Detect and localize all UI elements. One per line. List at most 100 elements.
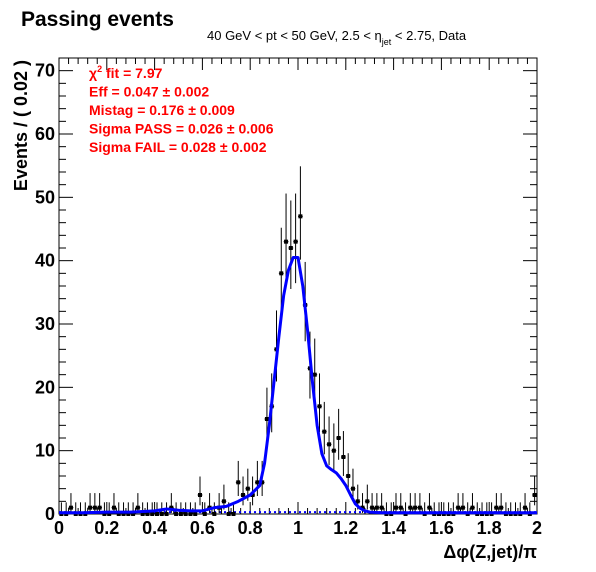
- data-marker: [111, 505, 116, 510]
- data-marker: [135, 505, 140, 510]
- data-point: [235, 460, 241, 497]
- x-tick-label: 0.4: [142, 518, 167, 538]
- data-marker: [221, 499, 226, 504]
- data-marker: [150, 512, 155, 516]
- data-marker: [145, 512, 150, 516]
- data-marker: [370, 505, 375, 510]
- data-marker: [460, 505, 465, 510]
- data-marker: [116, 512, 121, 516]
- data-point: [130, 502, 136, 516]
- data-marker: [408, 505, 413, 510]
- data-point: [364, 484, 370, 510]
- data-marker: [245, 486, 250, 491]
- data-point: [460, 493, 466, 513]
- data-marker: [417, 505, 422, 510]
- data-marker: [255, 480, 260, 485]
- data-marker: [336, 436, 341, 440]
- data-marker: [322, 429, 327, 434]
- data-point: [121, 502, 126, 516]
- x-tick-label: 0: [54, 518, 64, 538]
- data-marker: [312, 372, 317, 377]
- data-point: [173, 502, 179, 516]
- data-marker: [327, 442, 332, 447]
- data-marker: [341, 455, 346, 459]
- data-marker: [427, 505, 432, 510]
- data-marker: [88, 505, 93, 510]
- y-tick-label: 30: [35, 314, 55, 334]
- data-marker: [202, 512, 207, 516]
- data-marker: [154, 512, 159, 516]
- data-point: [417, 493, 423, 513]
- data-marker: [264, 417, 269, 421]
- data-marker: [188, 512, 193, 516]
- x-tick-label: 1.4: [381, 518, 406, 538]
- data-marker: [379, 505, 384, 510]
- data-point: [470, 493, 475, 513]
- data-point: [102, 502, 107, 516]
- data-marker: [499, 505, 504, 510]
- data-marker: [298, 214, 303, 219]
- data-point: [350, 468, 356, 501]
- y-axis-label: Events / ( 0.02 ): [11, 60, 31, 191]
- data-point: [159, 502, 165, 516]
- data-point: [379, 493, 385, 513]
- axes: 0 0.2 0.4 0.6 0.8 1 1.2 1.4 1.6 1.8 20102030405060…: [35, 57, 542, 538]
- data-marker: [523, 505, 528, 510]
- data-marker: [178, 512, 183, 516]
- data-point: [326, 416, 332, 466]
- x-tick-label: 0.2: [94, 518, 119, 538]
- data-point: [407, 493, 413, 513]
- data-marker: [226, 512, 231, 516]
- y-tick-label: 50: [35, 187, 55, 207]
- data-point: [278, 227, 284, 313]
- data-point: [321, 401, 327, 455]
- data-marker: [393, 505, 398, 510]
- data-marker: [398, 505, 403, 510]
- data-marker: [350, 486, 355, 491]
- data-point: [293, 193, 298, 284]
- data-point: [145, 502, 150, 516]
- data-point: [149, 502, 155, 516]
- data-point: [240, 476, 246, 506]
- data-point: [298, 166, 303, 260]
- data-marker: [241, 493, 246, 497]
- data-point: [369, 493, 375, 513]
- data-points: [59, 166, 537, 516]
- data-marker: [355, 499, 360, 504]
- data-point: [116, 502, 122, 516]
- y-tick-label: 20: [35, 377, 55, 397]
- data-marker: [121, 512, 126, 516]
- data-marker: [97, 505, 102, 510]
- chart-subtitle: 40 GeV < pt < 50 GeV, 2.5 < ηjet < 2.75,…: [207, 28, 467, 47]
- data-marker: [212, 512, 217, 516]
- data-point: [125, 502, 131, 516]
- data-marker: [236, 480, 241, 485]
- data-point: [412, 493, 418, 513]
- data-marker: [198, 493, 203, 497]
- data-marker: [413, 505, 418, 510]
- fit-annotations: χ2 fit = 7.97 Eff = 0.047 ± 0.002 Mistag =…: [89, 64, 274, 155]
- data-marker: [159, 512, 164, 516]
- data-marker: [140, 512, 145, 516]
- data-point: [92, 493, 98, 513]
- fit-annotation: Sigma FAIL = 0.028 ± 0.002: [89, 139, 267, 155]
- x-tick-label: 0.6: [190, 518, 215, 538]
- x-tick-label: 1.2: [333, 518, 358, 538]
- data-marker: [183, 512, 188, 516]
- data-marker: [284, 239, 289, 244]
- data-marker: [193, 512, 198, 516]
- data-marker: [494, 505, 499, 510]
- data-marker: [92, 505, 97, 510]
- data-point: [87, 493, 93, 513]
- data-point: [140, 502, 146, 516]
- fit-annotation: Sigma PASS = 0.026 ± 0.006: [89, 121, 274, 137]
- data-point: [192, 502, 198, 516]
- data-marker: [293, 239, 298, 244]
- data-point: [331, 423, 337, 471]
- data-marker: [68, 505, 73, 510]
- data-marker: [231, 512, 236, 516]
- x-axis-label: Δφ(Z,jet)/π: [443, 542, 537, 562]
- data-marker: [102, 512, 107, 516]
- data-marker: [365, 499, 370, 504]
